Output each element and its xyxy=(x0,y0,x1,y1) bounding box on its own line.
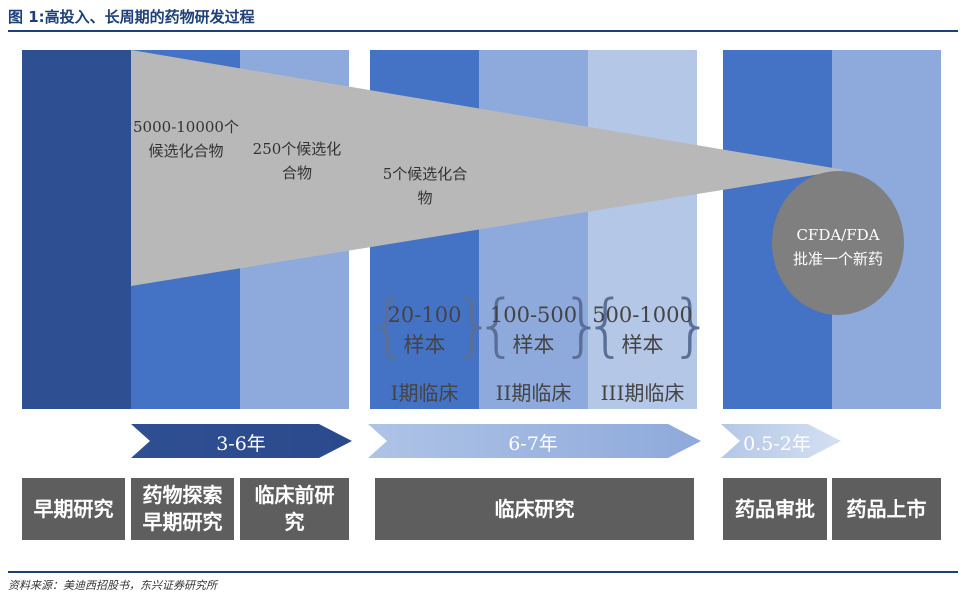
approval-circle xyxy=(772,171,904,315)
phase-1-sample-count: 20-100 xyxy=(387,303,462,327)
phase-1-label: I期临床 xyxy=(390,381,459,405)
phase-3-sample-unit: 样本 xyxy=(621,333,664,357)
page-title: 图 1:高投入、长周期的药物研发过程 xyxy=(8,8,255,26)
sample-bracket-right-3: } xyxy=(670,286,714,365)
approval-label-line1: CFDA/FDA xyxy=(796,226,880,244)
sample-bracket-left-2: { xyxy=(475,286,519,365)
stage-preclinical: 临床前研 究 xyxy=(240,478,349,540)
column-phase-3 xyxy=(588,50,697,409)
stage-market: 药品上市 xyxy=(832,478,941,540)
approval-label-line2: 批准一个新药 xyxy=(792,250,883,268)
phase-3-sample: 500-1000 样本 xyxy=(588,300,697,360)
funnel-label-250-line1: 250个候选化 xyxy=(252,140,342,158)
phase-2-sample-unit: 样本 xyxy=(512,333,555,357)
approval-circle-label: CFDA/FDA 批准一个新药 xyxy=(772,223,904,271)
funnel-label-10000: 5000-10000个 候选化合物 xyxy=(131,115,241,163)
stage-clinical: 临床研究 xyxy=(375,478,694,540)
column-phase-2 xyxy=(479,50,588,409)
sample-bracket-left-3: { xyxy=(584,286,628,365)
funnel-label-5-line1: 5个候选化合 xyxy=(382,165,468,183)
funnel-label-5: 5个候选化合 物 xyxy=(370,162,480,210)
source-note: 资料来源：美迪西招股书，东兴证券研究所 xyxy=(8,579,217,592)
arrow-clinical xyxy=(368,424,701,458)
sample-bracket-left-1: { xyxy=(366,286,410,365)
funnel-label-10000-line1: 5000-10000个 xyxy=(133,118,239,136)
phase-1-sample: 20-100 样本 xyxy=(370,300,479,360)
duration-approval: 0.5-2年 xyxy=(743,433,811,455)
funnel-label-250: 250个候选化 合物 xyxy=(242,137,352,185)
funnel-triangle xyxy=(131,50,845,286)
source-divider xyxy=(8,571,958,573)
funnel-label-250-line2: 合物 xyxy=(281,164,312,182)
stage-drug-discovery: 药物探索 早期研究 xyxy=(131,478,234,540)
phase-1-sample-unit: 样本 xyxy=(403,333,446,357)
duration-preclinical: 3-6年 xyxy=(216,433,266,455)
stage-early-research: 早期研究 xyxy=(22,478,125,540)
funnel-label-10000-line2: 候选化合物 xyxy=(148,142,224,160)
title-divider xyxy=(8,30,958,32)
phase-3-label: III期临床 xyxy=(600,381,685,405)
funnel-label-5-line2: 物 xyxy=(417,189,433,207)
sample-bracket-right-2: } xyxy=(561,286,605,365)
phase-2-sample-count: 100-500 xyxy=(489,303,578,327)
phase-3-sample-count: 500-1000 xyxy=(592,303,693,327)
phase-2-sample: 100-500 样本 xyxy=(479,300,588,360)
sample-bracket-right-1: } xyxy=(452,286,496,365)
duration-clinical: 6-7年 xyxy=(508,433,558,455)
phase-2-label: II期临床 xyxy=(495,381,572,405)
stage-approval: 药品审批 xyxy=(723,478,827,540)
arrow-preclinical xyxy=(131,424,352,458)
column-early-research xyxy=(22,50,131,409)
arrow-approval xyxy=(721,424,841,458)
